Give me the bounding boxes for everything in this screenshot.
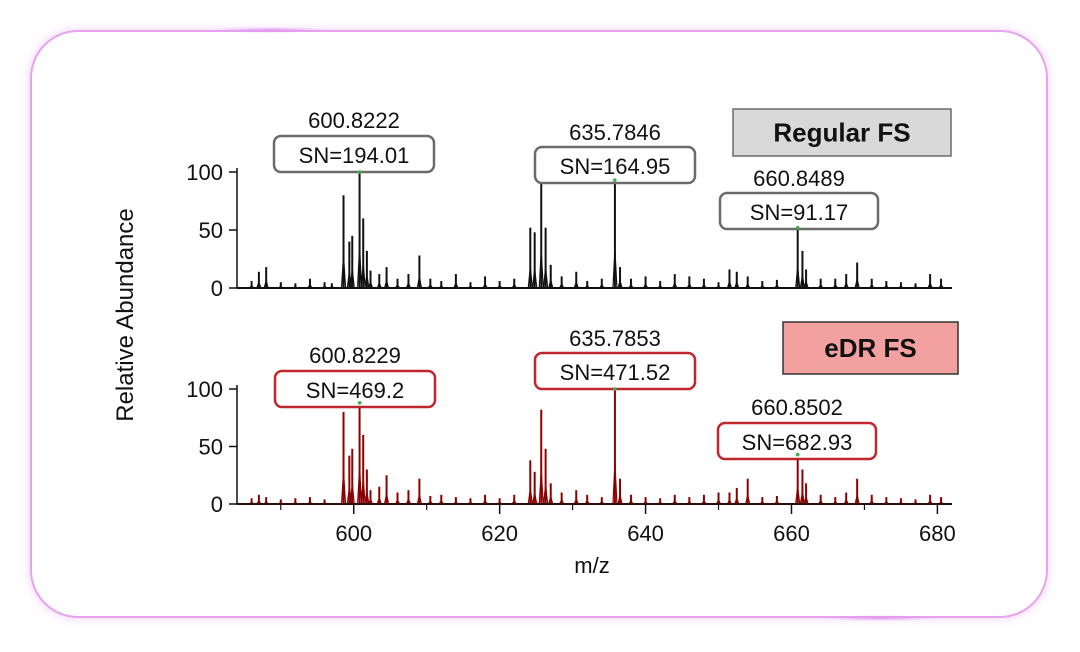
peak-mz-label: 600.8222 bbox=[308, 108, 400, 133]
legend-label: Regular FS bbox=[773, 118, 910, 148]
spectrum-trace bbox=[249, 247, 944, 289]
peak-sn-box bbox=[533, 145, 697, 185]
peak-mz-label: 600.8229 bbox=[309, 343, 401, 368]
panel-regular-fs: 0 50 100 600.8222 SN=194.01 635.7846 SN=164.95… bbox=[186, 108, 952, 301]
peak-mz-label: 635.7846 bbox=[569, 120, 661, 145]
peak-sn-label: SN=164.95 bbox=[560, 154, 671, 179]
peak-apex-marker bbox=[613, 387, 617, 391]
peak-apex-marker bbox=[613, 178, 617, 182]
y-tick-label: 50 bbox=[199, 435, 223, 460]
peak-sn-label: SN=469.2 bbox=[306, 378, 404, 403]
frame-glow-top bbox=[210, 27, 330, 33]
peak-apex-marker bbox=[795, 225, 800, 230]
legend-box bbox=[782, 321, 959, 375]
y-axis-label: Relative Abundance bbox=[112, 208, 139, 422]
peak-apex-marker bbox=[357, 401, 362, 405]
peak-apex-marker bbox=[795, 452, 800, 457]
legend-box bbox=[732, 108, 952, 157]
peak-sn-box bbox=[272, 134, 436, 174]
spectrum-trace bbox=[249, 463, 944, 505]
y-tick-label: 0 bbox=[211, 276, 223, 301]
x-tick-label: 600 bbox=[335, 521, 372, 546]
peak-sn-box bbox=[718, 191, 880, 231]
peak-sn-label: SN=471.52 bbox=[560, 360, 671, 385]
y-tick-label: 50 bbox=[199, 218, 223, 243]
peak-sn-box bbox=[273, 369, 437, 409]
x-axis-label: m/z bbox=[574, 553, 609, 578]
y-tick-label: 0 bbox=[211, 492, 223, 517]
peak-sn-label: SN=682.93 bbox=[742, 430, 853, 455]
x-tick-label: 680 bbox=[919, 521, 956, 546]
peak-sn-box bbox=[716, 421, 878, 461]
panel-edr-fs: 0 50 100 600.8229 SN=469.2 635.7853 SN=471.52 6… bbox=[186, 321, 959, 546]
x-tick-label: 640 bbox=[627, 521, 664, 546]
x-tick-label: 660 bbox=[773, 521, 810, 546]
frame-glow-bottom bbox=[820, 615, 940, 621]
y-tick-label: 100 bbox=[186, 377, 223, 402]
peak-mz-label: 635.7853 bbox=[569, 326, 661, 351]
y-tick-label: 100 bbox=[186, 160, 223, 185]
peak-apex-marker bbox=[357, 170, 362, 174]
peak-mz-label: 660.8502 bbox=[751, 395, 843, 420]
x-tick-label: 620 bbox=[481, 521, 518, 546]
peak-sn-label: SN=194.01 bbox=[299, 143, 410, 168]
peak-mz-label: 660.8489 bbox=[753, 166, 845, 191]
legend-label: eDR FS bbox=[824, 333, 916, 363]
peak-sn-label: SN=91.17 bbox=[750, 200, 848, 225]
